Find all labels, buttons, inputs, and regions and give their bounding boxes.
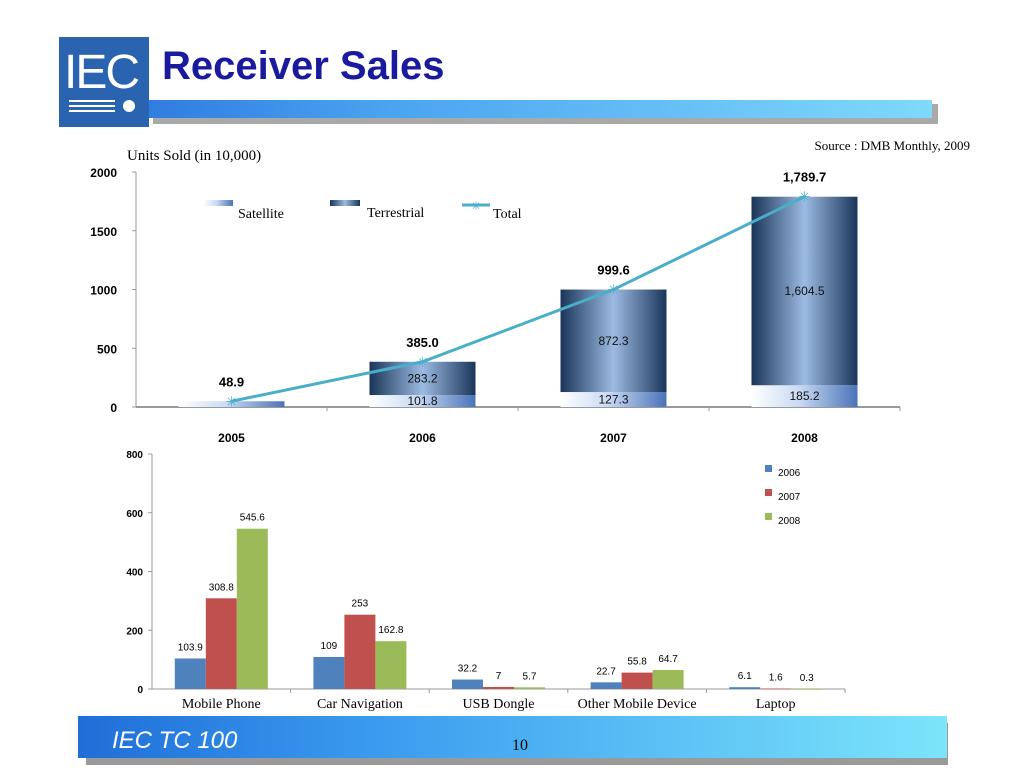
y-tick-label: 600 (126, 509, 143, 520)
page-title: Receiver Sales (162, 44, 445, 88)
legend-marker: ✳ (471, 199, 481, 213)
bar-2007-other-mobile-device (621, 672, 653, 689)
y-tick-label: 800 (126, 450, 143, 461)
total-marker: ✳ (417, 354, 429, 370)
legend-terrestrial: Terrestrial (367, 206, 424, 221)
data-label: 6.1 (738, 671, 752, 682)
bar-2008-other-mobile-device (652, 669, 684, 689)
page-number: 10 (512, 737, 528, 754)
legend-label-2008: 2008 (778, 516, 801, 527)
data-label: 7 (496, 671, 502, 682)
data-label: 22.7 (596, 666, 616, 677)
data-label: 109 (321, 641, 338, 652)
total-label: 1,789.7 (783, 170, 826, 185)
stacked-sales-chart: Units Sold (in 10,000) 0500100015002000 … (90, 148, 901, 445)
bar-2007-car-navigation (344, 614, 376, 689)
charts-canvas: Units Sold (in 10,000) 0 500 1000 1500 2000 … (90, 148, 901, 712)
terrestrial-bar-2007 (560, 289, 667, 393)
data-label: 545.6 (240, 513, 265, 524)
bar-2008-laptop (791, 688, 823, 690)
data-label: 308.8 (209, 582, 234, 593)
data-label: 1.6 (769, 673, 783, 684)
y-tick-label: 400 (126, 568, 143, 579)
legend-swatch (765, 465, 772, 472)
y-tick-label: 1000 (90, 284, 117, 298)
total-marker: ✳ (608, 282, 620, 298)
total-label: 385.0 (406, 335, 439, 350)
legend-satellite: Satellite (238, 207, 284, 222)
title-bar (149, 100, 932, 118)
y-tick-label: 0 (137, 685, 143, 696)
data-label: 283.2 (407, 371, 437, 385)
x-tick-label: Laptop (756, 697, 796, 712)
legend-label-2007: 2007 (778, 492, 801, 503)
x-tick-label: Mobile Phone (182, 697, 261, 712)
device-sales-chart: 0 200 400 600 800 103.9 308.8 545.6 109 253 162.8… (126, 450, 846, 712)
total-marker: ✳ (226, 393, 238, 409)
terrestrial-bar-2006 (369, 361, 476, 396)
x-tick-label: 2005 (218, 431, 245, 445)
legend-swatch (765, 513, 772, 520)
y-axis-label: Units Sold (in 10,000) (127, 148, 261, 164)
bar-2008-usb-dongle (514, 687, 545, 689)
x-tick-label: Car Navigation (317, 697, 403, 712)
bar-2008-car-navigation (375, 641, 407, 689)
bar-2006-usb-dongle (452, 679, 483, 689)
satellite-bar-2007 (560, 392, 667, 407)
terrestrial-bar-2008 (751, 196, 858, 386)
x-tick-label: 2006 (409, 431, 436, 445)
legend: 2006 2007 2008 (765, 465, 801, 527)
data-label: 162.8 (378, 625, 403, 636)
total-line (231, 195, 806, 403)
legend-total: Total (493, 207, 522, 222)
bar-2006-other-mobile-device (590, 682, 622, 689)
data-label: 1,604.5 (784, 284, 824, 298)
bar-2006-car-navigation (313, 656, 345, 689)
footer-bar (78, 716, 947, 758)
bar-2006-mobile-phone (174, 658, 206, 689)
footer-label: IEC TC 100 (112, 727, 238, 754)
satellite-bar-2005 (178, 401, 285, 407)
total-marker: ✳ (799, 189, 811, 205)
y-tick-label: 1500 (90, 225, 117, 239)
logo-text: IEC (63, 46, 140, 99)
total-label: 999.6 (597, 263, 630, 278)
y-tick-label: 2000 (90, 166, 117, 180)
bar-2006-laptop (729, 687, 761, 689)
data-label: 5.7 (523, 671, 537, 682)
legend-label-2006: 2006 (778, 468, 801, 479)
y-tick-label: 200 (126, 626, 143, 637)
total-label: 48.9 (219, 374, 244, 389)
data-label: 101.8 (407, 394, 437, 408)
satellite-bar-2008 (751, 385, 858, 407)
x-tick-label: 2008 (791, 431, 818, 445)
data-label: 253 (352, 599, 369, 610)
data-label: 185.2 (789, 389, 819, 403)
x-tick-label: Other Mobile Device (578, 697, 697, 712)
x-tick-label: 2007 (600, 431, 627, 445)
bar-2007-usb-dongle (483, 686, 514, 689)
legend-swatch (203, 200, 233, 206)
data-label: 64.7 (658, 654, 678, 665)
bar-2007-laptop (760, 688, 792, 690)
y-tick-label: 0 (110, 401, 117, 415)
data-label: 32.2 (458, 664, 478, 675)
bar-2007-mobile-phone (205, 598, 237, 689)
data-label: 872.3 (598, 334, 628, 348)
data-label: 0.3 (800, 673, 814, 684)
legend-swatch (330, 200, 360, 206)
source-note: Source : DMB Monthly, 2009 (814, 138, 970, 153)
satellite-bar-2006 (369, 395, 476, 407)
x-tick-label: USB Dongle (463, 697, 535, 712)
data-label: 103.9 (178, 642, 203, 653)
legend-swatch (765, 489, 772, 496)
logo-lines-icon (69, 100, 135, 112)
data-label: 55.8 (627, 657, 647, 668)
data-label: 127.3 (598, 393, 628, 407)
bar-2008-mobile-phone (236, 528, 268, 689)
y-tick-label: 500 (97, 342, 117, 356)
legend: Satellite Terrestrial ✳ Total (203, 199, 522, 222)
iec-logo: IEC (59, 37, 149, 127)
